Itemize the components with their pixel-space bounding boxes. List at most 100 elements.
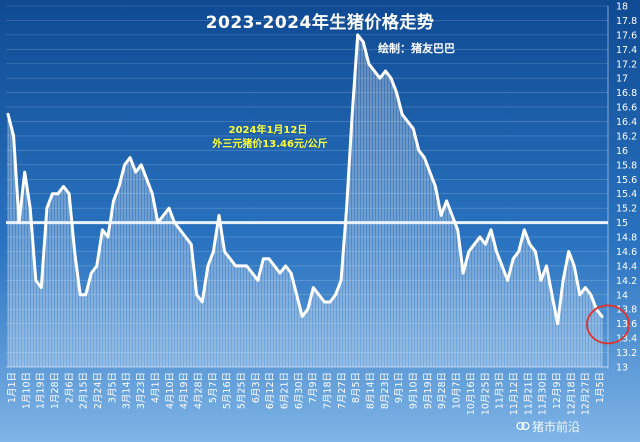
data-point: [301, 315, 304, 318]
data-point: [57, 192, 59, 195]
data-point: [207, 265, 209, 267]
y-tick-label: 15.4: [616, 189, 637, 200]
annotation-price: 外三元猪价13.46元/公斤: [212, 139, 328, 150]
x-tick-label: 4月1日: [150, 372, 161, 403]
series-line: [6, 33, 604, 326]
data-point: [528, 243, 531, 246]
data-point: [517, 250, 520, 253]
data-point: [584, 286, 587, 289]
data-point: [501, 265, 503, 267]
highlight-circle: [586, 304, 630, 345]
x-tick-label: 12月27日: [581, 372, 592, 415]
data-point: [312, 286, 315, 289]
x-tick-label: 8月5日: [351, 372, 362, 403]
data-point: [145, 178, 148, 181]
data-point: [84, 293, 87, 296]
data-point: [262, 257, 265, 260]
y-tick-label: 13.6: [616, 319, 637, 330]
data-point: [334, 293, 337, 296]
data-point: [229, 257, 232, 260]
data-point: [195, 293, 198, 296]
x-tick-label: 2月6日: [64, 372, 75, 403]
y-tick-label: 17.4: [616, 45, 637, 56]
data-point: [12, 135, 15, 137]
data-point: [395, 91, 398, 94]
data-point: [7, 113, 9, 116]
data-point: [68, 192, 70, 195]
data-point: [390, 77, 392, 80]
y-tick-label: 14.4: [616, 261, 637, 272]
data-point: [40, 286, 43, 289]
x-tick-label: 2月24日: [93, 372, 104, 409]
data-point: [101, 228, 104, 231]
x-tick-label: 6月21日: [280, 372, 291, 409]
x-tick-label: 11月30日: [538, 372, 549, 415]
x-tick-label: 6月30日: [294, 372, 305, 409]
x-tick-label: 9月10日: [409, 372, 420, 409]
data-point: [73, 250, 76, 253]
data-point: [279, 272, 281, 274]
x-tick-label: 5月7日: [208, 372, 219, 403]
data-point: [201, 301, 204, 303]
data-point: [406, 120, 409, 123]
data-point: [601, 315, 603, 318]
data-point: [173, 221, 176, 224]
data-point: [512, 257, 515, 260]
data-point: [256, 279, 259, 282]
data-point: [456, 228, 459, 231]
x-tick-label: 11月3日: [495, 372, 506, 409]
area-hatching: [7, 36, 603, 367]
x-tick-label: 11月12日: [509, 372, 520, 415]
y-tick-label: 14.6: [616, 247, 637, 258]
chart-subtitle: 绘制：猪友巴巴: [378, 42, 455, 55]
data-point: [351, 113, 354, 116]
data-point: [34, 279, 37, 282]
data-point: [234, 265, 237, 267]
x-tick-label: 1月1日: [7, 372, 18, 403]
y-tick-label: 18: [616, 2, 628, 13]
data-point: [23, 171, 26, 174]
x-tick-label: 7月9日: [308, 372, 319, 403]
annotation-date: 2024年1月12日: [228, 125, 308, 136]
data-point: [284, 265, 287, 267]
data-point: [434, 185, 437, 188]
x-tick-label: 7月27日: [337, 372, 348, 409]
data-point: [556, 322, 559, 325]
x-tick-label: 4月19日: [179, 372, 190, 409]
x-tick-label: 12月18日: [566, 372, 577, 415]
y-tick-label: 16.2: [616, 131, 637, 142]
data-point: [62, 185, 65, 188]
x-tick-label: 6月3日: [251, 372, 262, 403]
data-point: [306, 308, 309, 311]
y-tick-label: 15.2: [616, 204, 637, 215]
data-point: [590, 293, 592, 296]
x-tick-label: 8月23日: [380, 372, 391, 409]
x-tick-label: 6月12日: [265, 372, 276, 409]
x-tick-label: 8月14日: [366, 372, 377, 409]
x-tick-label: 11月21日: [523, 372, 534, 415]
data-point: [345, 207, 348, 210]
data-point: [190, 243, 193, 246]
x-tick-label: 9月19日: [423, 372, 434, 409]
data-point: [506, 279, 509, 282]
data-point: [401, 113, 403, 116]
y-tick-label: 14: [616, 290, 628, 301]
y-tick-label: 13.8: [616, 305, 637, 316]
data-point: [46, 207, 48, 210]
x-tick-label: 3月5日: [107, 372, 118, 403]
data-point: [218, 214, 220, 217]
y-tick-label: 17.8: [616, 16, 637, 27]
data-point: [462, 272, 465, 274]
data-point: [578, 293, 581, 296]
data-point: [162, 214, 165, 217]
x-tick-label: 9月28日: [437, 372, 448, 409]
data-point: [329, 301, 331, 303]
data-point: [545, 265, 548, 267]
y-tick-label: 17: [616, 74, 628, 85]
data-point: [445, 200, 448, 202]
data-point: [223, 250, 226, 253]
data-point: [90, 272, 93, 274]
y-tick-label: 17.2: [616, 59, 637, 70]
data-point: [95, 265, 98, 267]
